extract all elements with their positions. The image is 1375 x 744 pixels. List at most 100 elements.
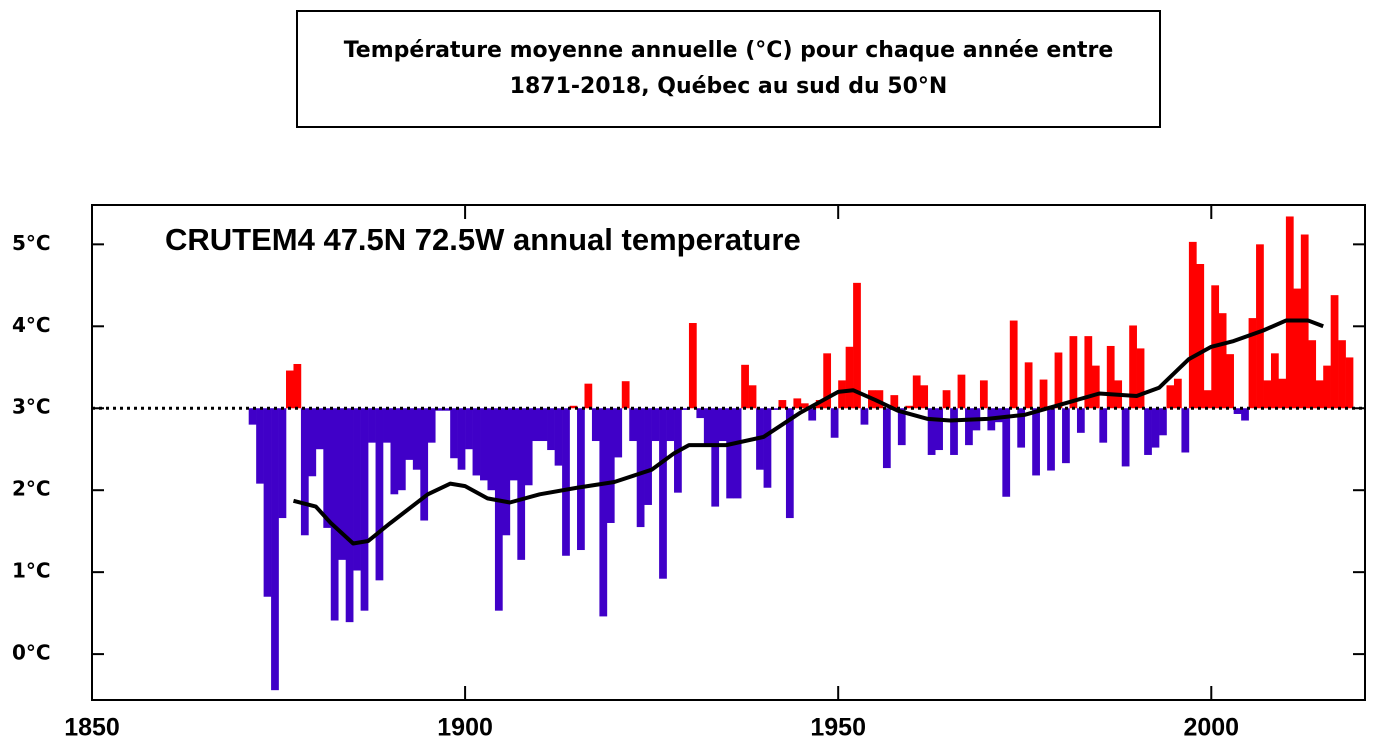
bar — [569, 405, 578, 409]
bar — [256, 408, 264, 484]
x-tick-label: 1850 — [64, 714, 120, 742]
bar — [271, 408, 279, 691]
bar — [830, 408, 839, 438]
bar — [427, 408, 436, 443]
bar — [920, 385, 929, 409]
bar — [785, 408, 794, 519]
bar — [897, 408, 906, 446]
bar — [1106, 345, 1115, 409]
bar — [621, 381, 630, 409]
bar — [1241, 408, 1249, 421]
bar — [1285, 216, 1294, 409]
bar — [1218, 313, 1227, 409]
bar — [345, 408, 354, 623]
bar — [450, 408, 458, 459]
bar — [330, 408, 339, 621]
bar — [1024, 362, 1033, 409]
bar — [935, 408, 943, 451]
bar — [1032, 408, 1040, 476]
y-tick-label: 3°C — [12, 395, 51, 419]
bar — [1009, 320, 1018, 409]
bar — [1166, 385, 1175, 409]
bar — [1091, 365, 1100, 409]
bar — [1263, 380, 1272, 409]
bar — [1323, 365, 1331, 409]
bar — [524, 408, 533, 486]
bar — [651, 408, 660, 442]
bar — [606, 408, 615, 523]
bar — [1084, 336, 1093, 409]
bar — [1136, 348, 1145, 409]
bar — [517, 408, 526, 560]
bar — [905, 405, 914, 409]
bar — [562, 408, 570, 556]
bar — [300, 408, 309, 536]
smooth-line — [292, 318, 1324, 546]
bar — [465, 408, 473, 450]
bar — [509, 408, 518, 481]
bar — [1099, 408, 1108, 443]
bar — [845, 346, 854, 409]
bar — [397, 408, 406, 491]
y-tick-label: 0°C — [12, 641, 51, 665]
bar — [1017, 408, 1026, 448]
bar — [338, 408, 347, 560]
bar — [405, 408, 414, 460]
bar — [853, 282, 861, 409]
bar — [875, 390, 884, 409]
bar — [1278, 378, 1287, 409]
bar — [1159, 408, 1167, 436]
bar — [457, 408, 466, 470]
bar — [1151, 408, 1160, 448]
bar — [494, 408, 503, 611]
bar — [323, 408, 332, 528]
bar — [1256, 244, 1264, 409]
bar — [927, 408, 936, 455]
bar — [703, 408, 712, 444]
bar — [614, 408, 623, 458]
bar — [950, 408, 958, 455]
bar — [778, 400, 787, 409]
bar — [278, 408, 287, 519]
bar — [890, 395, 899, 409]
bar — [1181, 408, 1190, 453]
bar — [554, 408, 563, 466]
bar — [375, 408, 384, 581]
bar — [808, 408, 817, 421]
bar — [696, 408, 705, 419]
plot-title: CRUTEM4 47.5N 72.5W annual temperature — [165, 222, 801, 257]
bar — [1270, 353, 1279, 409]
bar — [577, 408, 585, 551]
bar — [584, 383, 593, 409]
bar — [293, 363, 302, 409]
bar — [1248, 318, 1257, 409]
bar — [480, 408, 488, 481]
bar — [487, 408, 496, 491]
x-tick-label: 1950 — [810, 714, 866, 742]
bar — [532, 408, 541, 442]
bar — [748, 385, 757, 409]
bar — [353, 408, 361, 571]
bar — [1308, 340, 1317, 409]
bar — [726, 408, 735, 499]
bar — [248, 408, 257, 425]
bar — [965, 408, 973, 446]
bar — [1062, 408, 1070, 464]
bar — [741, 364, 749, 409]
bar — [1047, 408, 1055, 471]
bar — [383, 408, 391, 443]
bar — [420, 408, 429, 521]
bar — [1069, 336, 1078, 409]
bar — [733, 408, 742, 499]
bar — [599, 408, 608, 617]
bar — [1144, 408, 1152, 455]
x-tick-label: 1900 — [437, 714, 493, 742]
bar — [412, 408, 421, 470]
bar — [711, 408, 720, 507]
x-tick-label: 2000 — [1183, 714, 1239, 742]
bar — [1203, 390, 1212, 409]
y-tick-label: 4°C — [12, 313, 51, 337]
y-tick-label: 2°C — [12, 477, 51, 501]
